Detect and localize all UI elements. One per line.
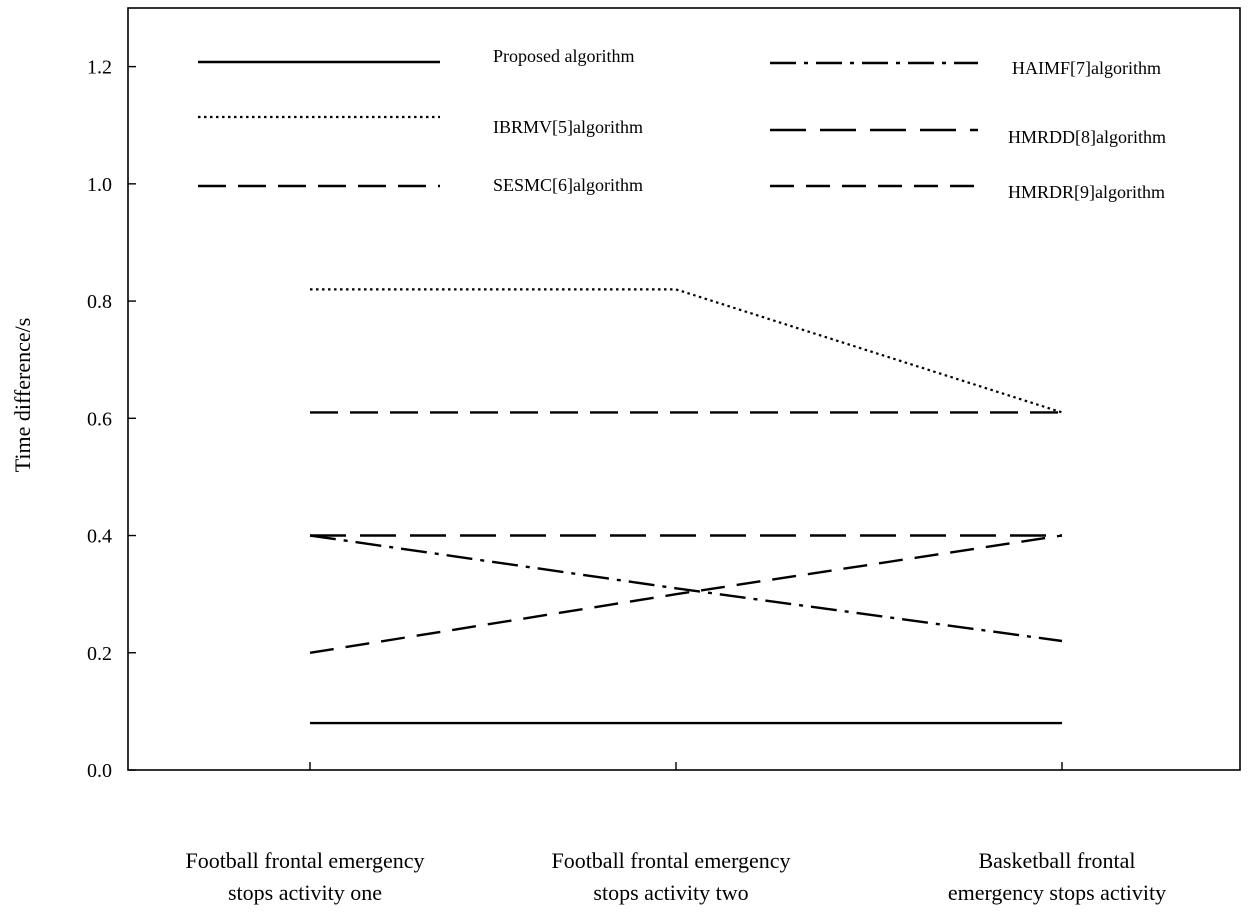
y-ticks: 0.0 0.2 0.4 0.6 0.8 1.0 1.2	[87, 57, 136, 782]
x-ticks: Football frontal emergency stops activity…	[185, 762, 1166, 905]
plot-frame	[127, 7, 1241, 771]
x-tick-label: stops activity two	[593, 880, 748, 905]
series-line-2	[310, 288, 1063, 414]
legend-label-1: Proposed algorithm	[493, 46, 635, 66]
series-line-4	[309, 534, 1063, 643]
legend-label-4: HAIMF[7]algorithm	[1012, 58, 1161, 78]
series-lines	[309, 288, 1063, 725]
y-tick-label: 0.8	[87, 291, 112, 313]
x-tick-label: Football frontal emergency	[551, 848, 790, 873]
axes	[127, 7, 1241, 771]
y-tick-label: 1.2	[87, 57, 112, 79]
legend: Proposed algorithm IBRMV[5]algorithm SESMC…	[198, 46, 1166, 202]
legend-label-2: IBRMV[5]algorithm	[493, 117, 643, 137]
legend-label-5: HMRDD[8]algorithm	[1008, 127, 1166, 147]
legend-label-6: HMRDR[9]algorithm	[1008, 182, 1165, 202]
y-axis-title: Time difference/s	[10, 318, 35, 473]
y-tick-label: 1.0	[87, 174, 112, 196]
x-tick-label: Football frontal emergency	[185, 848, 424, 873]
legend-label-3: SESMC[6]algorithm	[493, 175, 643, 195]
series-line-6	[309, 534, 1063, 654]
x-tick-label: emergency stops activity	[948, 880, 1166, 905]
y-tick-label: 0.6	[87, 408, 112, 430]
x-tick-label: stops activity one	[228, 880, 382, 905]
y-tick-label: 0.0	[87, 760, 112, 782]
y-tick-label: 0.4	[87, 526, 112, 548]
y-tick-label: 0.2	[87, 643, 112, 665]
x-tick-label: Basketball frontal	[978, 848, 1135, 873]
